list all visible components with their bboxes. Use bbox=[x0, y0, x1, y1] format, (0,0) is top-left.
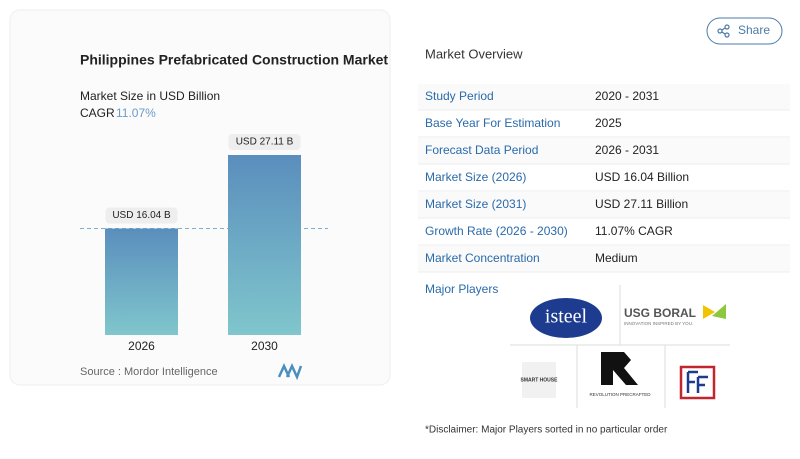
x-tick-label: 2030 bbox=[251, 339, 278, 353]
row-label: Growth Rate (2026 - 2030) bbox=[425, 224, 568, 238]
overview-table: Study Period 2020 - 2031 Base Year For Est… bbox=[418, 84, 790, 273]
chart-title: Philippines Prefabricated Construction M… bbox=[80, 52, 388, 68]
row-background bbox=[418, 192, 790, 218]
usg-tagline: INNOVATION INSPIRED BY YOU. bbox=[624, 321, 693, 326]
share-icon bbox=[717, 24, 730, 38]
chart-subtitle: Market Size in USD Billion bbox=[80, 89, 220, 103]
value-label-box bbox=[105, 207, 178, 224]
row-value: 2026 - 2031 bbox=[595, 143, 659, 157]
row-value: USD 16.04 Billion bbox=[595, 170, 689, 184]
row-label: Market Size (2026) bbox=[425, 170, 526, 184]
cagr-label: CAGR bbox=[80, 106, 115, 120]
cagr-value: 11.07% bbox=[116, 106, 156, 120]
revolution-logo bbox=[601, 352, 638, 385]
row-background bbox=[418, 165, 790, 191]
overview-title: Market Overview bbox=[425, 46, 523, 61]
source: Source : Mordor Intelligence bbox=[80, 366, 218, 378]
x-tick-label: 2026 bbox=[128, 339, 155, 353]
row-label: Market Concentration bbox=[425, 251, 540, 265]
row-background bbox=[418, 219, 790, 245]
row-value: 2025 bbox=[595, 116, 622, 130]
revolution-text: REVOLUTION PRECRAFTED bbox=[589, 392, 651, 397]
players-grid bbox=[510, 285, 730, 408]
row-background bbox=[418, 246, 790, 272]
share-button[interactable] bbox=[706, 17, 783, 45]
row-label: Market Size (2031) bbox=[425, 197, 526, 211]
row-label: Study Period bbox=[425, 89, 494, 103]
row-value: Medium bbox=[595, 251, 638, 265]
usg-mark bbox=[703, 305, 715, 319]
usg-text: USG BORAL bbox=[624, 306, 696, 320]
row-background bbox=[418, 84, 790, 110]
row-background bbox=[418, 138, 790, 164]
bar bbox=[105, 228, 178, 335]
usg-mark bbox=[712, 304, 726, 319]
bar bbox=[228, 155, 301, 335]
row-label: Forecast Data Period bbox=[425, 143, 538, 157]
players-title: Major Players bbox=[425, 282, 498, 296]
row-value: 2020 - 2031 bbox=[595, 89, 659, 103]
isteel-text: isteel bbox=[545, 306, 588, 328]
smart-house-logo bbox=[522, 362, 556, 398]
smart-house-text: SMART HOUSE bbox=[521, 377, 559, 383]
value-label-box bbox=[228, 134, 301, 150]
isteel-logo bbox=[530, 298, 602, 338]
value-label: USD 16.04 B bbox=[112, 210, 171, 221]
row-label: Base Year For Estimation bbox=[425, 116, 560, 130]
row-background bbox=[418, 111, 790, 137]
share-label[interactable]: Share bbox=[738, 23, 770, 37]
value-label: USD 27.11 B bbox=[236, 137, 294, 148]
ff-mark bbox=[686, 370, 708, 393]
disclaimer: *Disclaimer: Major Players sorted in no … bbox=[425, 425, 668, 436]
row-value: 11.07% CAGR bbox=[595, 224, 673, 238]
source-logo bbox=[277, 362, 303, 381]
row-value: USD 27.11 Billion bbox=[595, 197, 688, 211]
